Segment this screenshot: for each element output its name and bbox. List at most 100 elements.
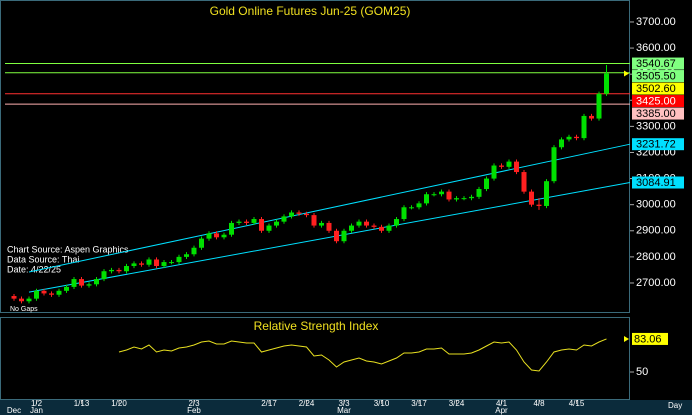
candle-body xyxy=(446,191,452,200)
candle-body xyxy=(371,225,377,227)
x-tick-label: 4/8 xyxy=(533,399,545,408)
y-tick-label: 3600.00 xyxy=(636,42,676,54)
value-box xyxy=(632,332,668,345)
candle-body xyxy=(41,290,47,294)
candle-body xyxy=(206,233,212,239)
x-tick-label: 2/17 xyxy=(261,399,277,408)
rsi-line xyxy=(118,338,607,372)
candle-body xyxy=(311,215,317,226)
candle-body xyxy=(431,194,437,196)
price-box-label: 3425.00 xyxy=(636,95,676,107)
price-box xyxy=(632,107,684,120)
price-box xyxy=(632,57,684,70)
month-label: Feb xyxy=(187,406,201,415)
month-label: Dec xyxy=(7,406,21,415)
x-unit: Day xyxy=(668,401,682,410)
candle-body xyxy=(566,136,572,140)
candle-body xyxy=(386,225,392,231)
candle-body xyxy=(409,207,414,209)
y-tick-label: 2700.00 xyxy=(636,277,676,289)
last-price-arrow xyxy=(624,70,629,77)
candle-body xyxy=(281,216,287,222)
x-tick-label: 3/17 xyxy=(411,399,427,408)
y-tick-label: 3000.00 xyxy=(636,199,676,211)
candle-body xyxy=(86,284,92,286)
annotation: No Gaps xyxy=(10,306,38,313)
candle-body xyxy=(574,136,579,139)
candle-body xyxy=(56,290,62,295)
candle-body xyxy=(559,139,564,148)
candle-body xyxy=(139,263,144,265)
candle-body xyxy=(11,296,17,299)
annotation: Date: 4/22/25 xyxy=(7,264,61,274)
candle-body xyxy=(484,178,489,190)
candle-body xyxy=(49,293,54,295)
rsi-title: Relative Strength Index xyxy=(254,319,379,333)
y-tick-label: 3300.00 xyxy=(636,120,676,132)
x-tick-label: 4/15 xyxy=(569,399,585,408)
candle-body xyxy=(401,207,407,220)
price-box xyxy=(632,138,684,151)
candle-body xyxy=(551,147,557,182)
rsi-panel-frame xyxy=(0,317,630,400)
candle-body xyxy=(304,213,309,216)
month-label: Jan xyxy=(30,406,43,415)
x-tick-label: 3/10 xyxy=(374,399,390,408)
candle-body xyxy=(544,181,549,206)
month-label: Mar xyxy=(337,406,351,415)
candle-body xyxy=(19,298,24,302)
candle-body xyxy=(236,221,242,223)
last-value-arrow xyxy=(624,335,629,342)
candle-body xyxy=(364,221,369,226)
x-tick-label: 3/3 xyxy=(338,399,350,408)
candle-body xyxy=(259,219,264,231)
x-tick-label: 2/24 xyxy=(299,399,315,408)
x-tick-label: 1/2 xyxy=(31,399,43,408)
candle-body xyxy=(349,225,354,231)
candle-body xyxy=(94,279,99,285)
candle-body xyxy=(476,189,482,197)
chart-title: Gold Online Futures Jun-25 (GOM25) xyxy=(210,4,411,18)
candle-body xyxy=(341,230,347,242)
price-box xyxy=(632,176,684,189)
price-box-label: 3540.67 xyxy=(636,58,676,70)
candle-body xyxy=(154,259,159,267)
price-box-label: 3505.50 xyxy=(636,70,676,82)
candle-body xyxy=(521,172,527,192)
candle-body xyxy=(101,271,107,280)
candle-body xyxy=(581,115,587,139)
x-tick-label: 1/20 xyxy=(111,399,127,408)
y-tick-label: 50 xyxy=(636,366,648,378)
candle-body xyxy=(514,161,519,173)
candle-body xyxy=(416,203,422,208)
candle-body xyxy=(394,219,399,226)
candle-body xyxy=(161,262,167,267)
annotation: Data Source: Thai xyxy=(7,254,79,264)
x-tick-label: 3/24 xyxy=(449,399,465,408)
price-box xyxy=(632,70,684,83)
candle-body xyxy=(536,204,542,206)
candle-body xyxy=(214,233,219,238)
candle-body xyxy=(124,266,129,272)
candle-body xyxy=(116,269,122,272)
candle-body xyxy=(191,247,197,255)
candle-body xyxy=(109,269,114,272)
candle-body xyxy=(274,221,279,226)
price-panel-frame xyxy=(0,0,630,313)
candle-body xyxy=(199,238,204,248)
candle-body xyxy=(356,221,362,226)
price-box-label: 3385.00 xyxy=(636,108,676,120)
candle-body xyxy=(266,225,272,231)
month-label: Apr xyxy=(495,406,508,415)
value-box-label: 83.06 xyxy=(634,333,662,345)
candle-body xyxy=(326,222,332,231)
y-tick-label: 2900.00 xyxy=(636,225,676,237)
candle-body xyxy=(79,279,84,286)
candle-body xyxy=(596,93,602,119)
y-tick-label: 3700.00 xyxy=(636,16,676,28)
candle-body xyxy=(529,191,534,205)
candle-body xyxy=(589,115,594,119)
candle-body xyxy=(424,194,429,204)
candle-body xyxy=(251,219,257,223)
candle-body xyxy=(379,226,384,231)
